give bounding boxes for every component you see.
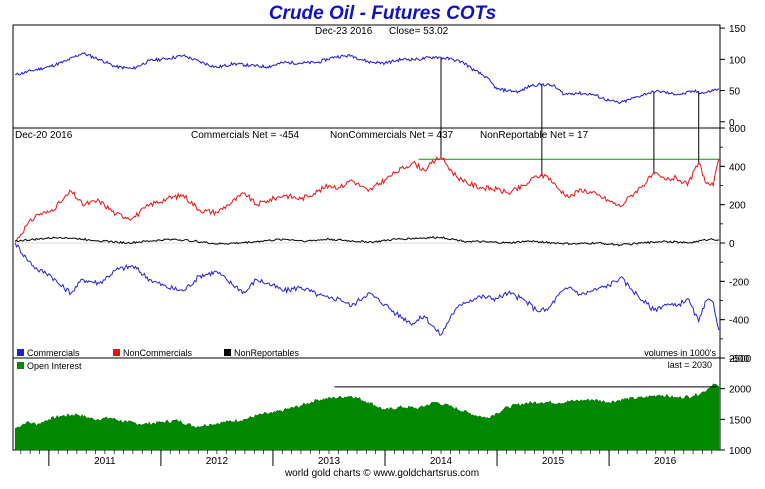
cot-date-label: Dec-20 2016: [15, 130, 73, 141]
cot-axis-tick-label: -200: [729, 277, 749, 288]
legend-swatch-commercials: [17, 349, 24, 356]
oi-axis-tick-label: 2500: [729, 354, 752, 365]
x-axis-year-label: 2013: [318, 456, 341, 467]
x-axis-year-label: 2015: [542, 456, 565, 467]
commercials-line: [14, 242, 720, 336]
commercials-net-label: Commercials Net = -454: [191, 130, 300, 141]
price-date-label: Dec-23 2016: [315, 26, 373, 37]
legend-swatch-noncommercials: [113, 349, 120, 356]
legend-label-noncommercials: NonCommercials: [123, 348, 193, 358]
oi-axis-tick-label: 1000: [729, 446, 752, 457]
legend-label-open-interest: Open Interest: [27, 361, 82, 371]
x-axis-year-label: 2011: [94, 456, 116, 467]
last-oi-label: last = 2030: [668, 360, 712, 370]
oi-axis-tick-label: 1500: [729, 415, 752, 426]
cot-axis-tick-label: 200: [729, 201, 746, 212]
noncommercials-net-label: NonCommercials Net = 437: [330, 130, 454, 141]
price-axis-tick-label: 50: [729, 87, 741, 98]
oi-axis-tick-label: 2000: [729, 385, 752, 396]
nonreportables-net-label: NonReportable Net = 17: [480, 130, 589, 141]
legend-label-nonreportables: NonReportables: [234, 348, 300, 358]
footer-credit: world gold charts © www.goldchartsrus.co…: [284, 468, 479, 479]
noncommercials-line: [14, 155, 720, 243]
price-axis-tick-label: 150: [729, 24, 746, 35]
price-line: [14, 51, 720, 105]
x-axis-year-label: 2016: [654, 456, 677, 467]
nonreportables-line: [14, 235, 720, 247]
open-interest-area: [14, 383, 720, 451]
axes-layer: 0501001506004002000-200-400-600250020001…: [20, 24, 752, 467]
x-axis-year-label: 2012: [206, 456, 229, 467]
oi-layer: [14, 383, 720, 451]
cot-axis-tick-label: -600: [729, 354, 749, 365]
price-axis-tick-label: 100: [729, 55, 746, 66]
reference-lines-layer: [13, 56, 720, 388]
price-axis-tick-label: 0: [729, 118, 735, 129]
x-axis-year-label: 2014: [430, 456, 453, 467]
volumes-note: volumes in 1000's: [644, 348, 716, 358]
series-layer: [14, 51, 720, 336]
cot-axis-tick-label: 400: [729, 162, 746, 173]
cot-axis-tick-label: 0: [729, 239, 735, 250]
chart-title: Crude Oil - Futures COTs: [268, 3, 497, 24]
cot-axis-tick-label: 600: [729, 124, 746, 135]
price-close-label: Close= 53.02: [389, 26, 449, 37]
legend-swatch-open-interest: [17, 362, 24, 369]
legend-swatch-nonreportables: [224, 349, 231, 356]
price-panel-frame: [12, 24, 721, 129]
legend-label-commercials: Commercials: [27, 348, 80, 358]
cot-axis-tick-label: -400: [729, 316, 749, 327]
